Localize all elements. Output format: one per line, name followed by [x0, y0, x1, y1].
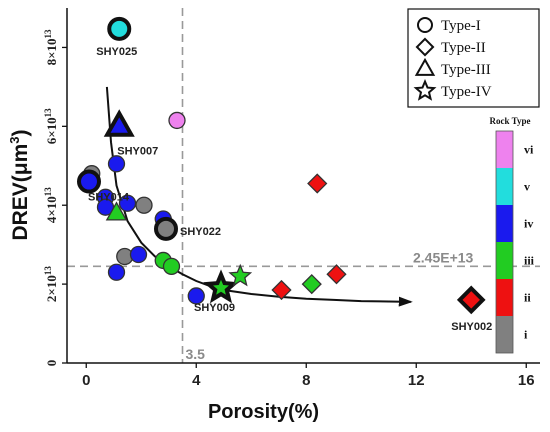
x-tick-label: 16: [518, 372, 535, 389]
legend-icon-circle: [417, 17, 433, 33]
y-tick-exponent: 13: [43, 187, 53, 197]
point-label-shy014: SHY014: [88, 192, 130, 204]
colorbar-label-iv: iv: [524, 217, 533, 231]
x-tick-label: 12: [408, 372, 425, 389]
colorbar-segment-iii: [496, 242, 513, 279]
data-point-21: [228, 263, 253, 287]
legend-label: Type-II: [441, 40, 486, 56]
colorbar-segment-v: [496, 168, 513, 205]
y-axis-title-close: ): [9, 129, 32, 136]
y-tick-mantissa: 0: [44, 360, 59, 367]
point-shy014: [77, 169, 101, 194]
y-tick-exponent: 13: [43, 266, 53, 276]
colorbar-segment-ii: [496, 279, 513, 316]
point-shy025: [107, 16, 132, 41]
colorbar-frame: [495, 130, 514, 354]
y-tick-exponent: 13: [43, 108, 53, 118]
point-shy009: [203, 269, 239, 304]
data-point-11: [135, 196, 153, 214]
data-point-15: [129, 245, 148, 264]
y-axis-title-main: DREV(μm: [9, 144, 32, 241]
point-shy022: [154, 216, 178, 241]
y-tick-label: 2×1013: [43, 266, 59, 302]
y-tick-label: 4×1013: [43, 187, 59, 223]
data-point-23: [301, 273, 322, 295]
point-shy007: [103, 109, 135, 137]
legend-label: Type-IV: [441, 84, 492, 100]
colorbar-segment-vi: [496, 131, 513, 168]
horizontal-reference-label: 2.45E+13: [413, 249, 474, 265]
colorbar-title: Rock Type: [490, 116, 531, 126]
data-point-18: [162, 257, 181, 276]
y-tick-mantissa: 6×10: [44, 117, 59, 144]
legend: Type-I Type-II Type-III Type-IV: [407, 8, 540, 108]
data-point-24: [326, 264, 347, 285]
y-tick-label: 6×1013: [43, 108, 59, 144]
legend-icon-diamond: [415, 37, 435, 57]
point-label-shy025: SHY025: [96, 46, 137, 58]
legend-label: Type-III: [441, 62, 491, 78]
y-axis-title: DREV(μm3): [7, 129, 32, 240]
data-point-25: [307, 173, 328, 194]
x-tick-label: 4: [192, 372, 201, 389]
colorbar-label-ii: ii: [524, 291, 531, 305]
colorbar-label-iii: iii: [524, 254, 535, 268]
legend-icon-triangle: [414, 57, 436, 76]
point-label-shy002: SHY002: [451, 321, 492, 333]
y-tick-exponent: 13: [43, 29, 53, 39]
y-tick-mantissa: 4×10: [44, 196, 59, 223]
legend-label: Type-I: [441, 18, 481, 34]
y-tick-label: 0: [44, 360, 59, 367]
colorbar-label-v: v: [524, 180, 530, 194]
colorbar-label-vi: vi: [524, 143, 534, 157]
y-tick-mantissa: 8×10: [44, 38, 59, 65]
x-tick-label: 8: [302, 372, 310, 389]
data-point-10: [118, 194, 137, 212]
colorbar-segment-i: [496, 316, 513, 353]
data-point-22: [271, 279, 292, 301]
point-label-shy009: SHY009: [194, 302, 235, 314]
x-axis-title: Porosity(%): [208, 401, 319, 423]
colorbar-label-i: i: [524, 328, 528, 342]
y-axis-title-exponent: 3: [7, 136, 22, 143]
data-point-9: [105, 201, 128, 221]
data-point-4: [107, 155, 126, 173]
x-tick-label: 0: [82, 372, 90, 389]
legend-icon-star: [413, 78, 437, 101]
data-point-3: [168, 111, 186, 130]
point-label-shy022: SHY022: [180, 226, 221, 238]
point-shy002: [456, 285, 486, 315]
trend-curve: [105, 86, 413, 307]
colorbar-segment-iv: [496, 205, 513, 242]
data-point-19: [187, 287, 205, 305]
y-tick-label: 8×1013: [43, 29, 59, 65]
point-label-shy007: SHY007: [117, 145, 158, 157]
y-tick-mantissa: 2×10: [44, 275, 59, 302]
data-point-16: [107, 263, 126, 281]
vertical-reference-label: 3.5: [186, 346, 206, 362]
